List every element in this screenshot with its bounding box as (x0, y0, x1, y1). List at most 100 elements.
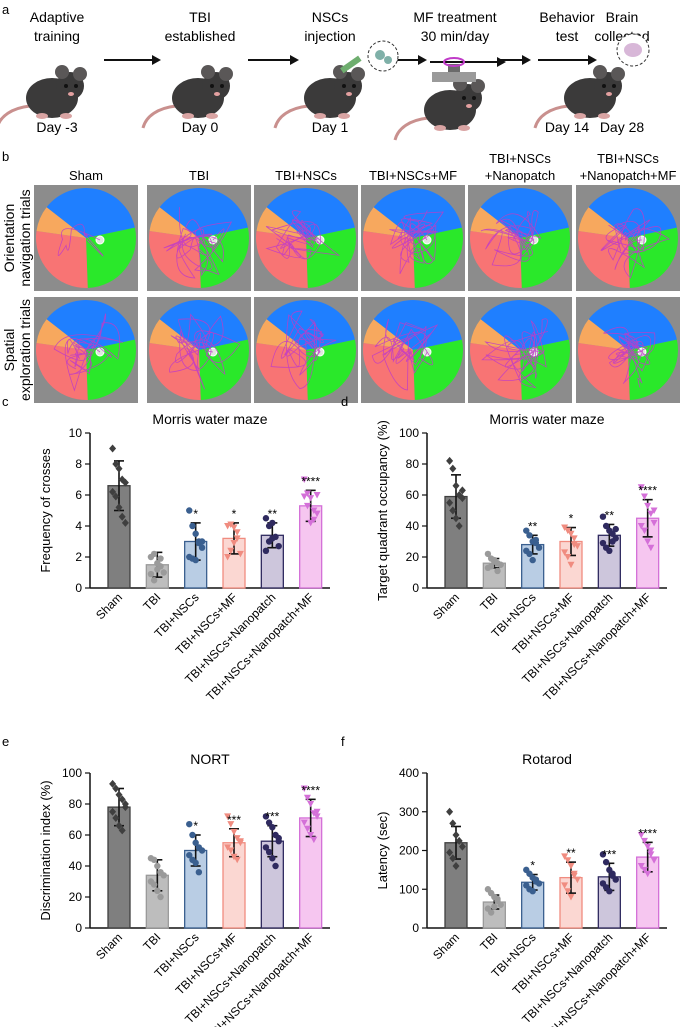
data-point (637, 863, 645, 870)
day-label: Day 1 (312, 119, 349, 135)
mouse-ear (611, 67, 625, 81)
chart-title: Morris water maze (152, 411, 267, 427)
y-tick-label: 6 (75, 488, 82, 502)
data-point (230, 524, 238, 532)
quadrant (149, 207, 199, 238)
panel-b: b Sham TBI TBI+NSCs TBI+NSCs+MF TBI+NSCs +Nan… (1, 149, 680, 403)
y-axis-label: Target quadrant occupancy (%) (375, 420, 390, 601)
data-point (529, 887, 536, 895)
data-point (446, 456, 454, 465)
data-point (449, 819, 457, 828)
quadrant (256, 343, 308, 400)
data-point (647, 851, 655, 858)
data-point (189, 522, 196, 530)
quadrant (480, 187, 569, 238)
y-tick-label: 80 (69, 797, 83, 811)
data-point (497, 901, 504, 908)
mouse-ear (201, 65, 215, 79)
y-axis-label: Latency (sec) (375, 811, 390, 889)
data-point (233, 535, 241, 542)
arrow-head (497, 57, 506, 67)
panel-a: a Adaptive training Day -3 TBI established Da… (0, 2, 650, 141)
column-label: TBI (189, 168, 209, 183)
significance-label: **** (638, 826, 657, 840)
data-point (160, 872, 167, 879)
data-point (650, 519, 658, 527)
data-point (644, 870, 652, 878)
data-point (118, 795, 126, 804)
data-point (640, 493, 648, 501)
day-label: Day 28 (600, 119, 645, 135)
quadrant (159, 187, 248, 238)
day-label: Day 0 (182, 119, 219, 135)
data-point (192, 556, 199, 564)
swim-track (371, 318, 439, 391)
data-point (198, 538, 206, 545)
maze-image (34, 297, 138, 403)
data-point (227, 821, 235, 828)
data-point (564, 857, 572, 864)
panel-letter-b: b (2, 149, 9, 164)
data-point (307, 495, 315, 502)
mouse-foot (338, 113, 350, 119)
quadrant (256, 207, 306, 238)
mouse-tail (393, 116, 429, 141)
significance-label: ** (566, 846, 576, 860)
data-point (609, 538, 616, 545)
mouse-foot (458, 125, 470, 131)
data-point (650, 507, 658, 514)
category-label: Sham (93, 930, 125, 962)
data-point (599, 539, 607, 547)
data-point (491, 556, 498, 564)
data-point (526, 550, 533, 558)
swim-track (389, 210, 444, 275)
y-tick-label: 80 (406, 457, 420, 471)
mouse-eye (612, 84, 616, 88)
data-point (150, 577, 158, 584)
quadrant (578, 319, 628, 350)
y-tick-label: 60 (406, 488, 420, 502)
y-tick-label: 0 (412, 581, 419, 595)
row-label: Orientation navigation trials (1, 189, 33, 286)
charts: Morris water maze 0 2 4 6 8 10 Frequency of cro… (38, 411, 667, 1027)
maze-image (576, 297, 680, 403)
data-point (269, 519, 276, 527)
mouse-icon (273, 65, 365, 129)
quadrant (36, 207, 86, 238)
data-point (236, 550, 244, 558)
mouse-nose (68, 92, 74, 96)
arrow-head (152, 55, 161, 65)
data-point (647, 544, 655, 552)
data-point (612, 876, 619, 883)
stage-label: test (556, 28, 579, 44)
mouse-foot (574, 113, 586, 119)
data-point (262, 547, 270, 554)
y-tick-label: 100 (62, 766, 82, 780)
data-point (455, 836, 463, 845)
data-point (561, 549, 569, 556)
data-point (300, 476, 308, 483)
data-point (307, 519, 315, 527)
data-point (458, 842, 466, 851)
data-point (147, 570, 155, 578)
quadrant (256, 319, 306, 350)
data-point (637, 832, 645, 839)
data-point (307, 801, 315, 808)
data-point (647, 510, 655, 518)
data-point (109, 779, 117, 788)
category-label: TBI (140, 590, 163, 613)
row-label-line: Spatial (1, 329, 17, 372)
data-point (609, 530, 616, 537)
data-point (112, 784, 120, 793)
data-point (230, 540, 238, 547)
data-point (300, 785, 308, 792)
swim-track (53, 313, 123, 392)
stage-label: Behavior (539, 9, 595, 25)
data-point (449, 506, 457, 515)
data-point (647, 847, 655, 854)
data-point (637, 484, 645, 491)
data-point (115, 821, 123, 830)
stage-label: NSCs (312, 9, 349, 25)
y-tick-label: 2 (75, 550, 82, 564)
data-point (112, 460, 120, 468)
